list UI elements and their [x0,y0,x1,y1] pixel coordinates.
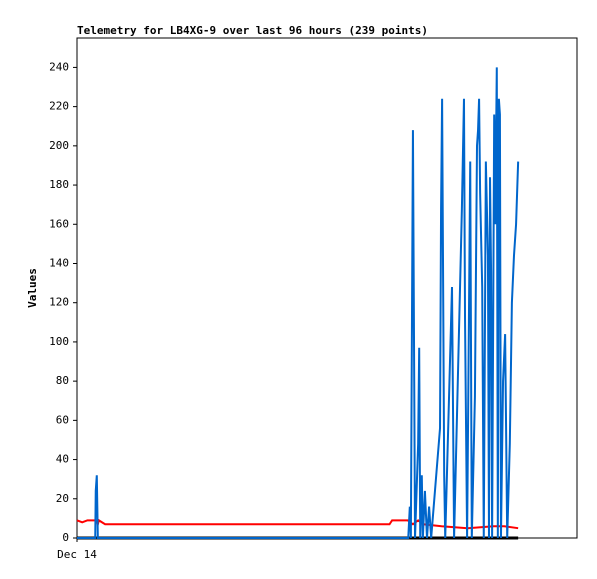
x-tick-label: Dec 14 [57,548,97,561]
y-axis-label: Values [26,268,39,308]
y-tick-label: 160 [49,217,69,230]
y-tick-label: 0 [62,531,69,544]
y-tick-label: 240 [49,60,69,73]
y-tick-label: 20 [56,492,69,505]
chart-title: Telemetry for LB4XG-9 over last 96 hours… [77,24,428,37]
y-tick-label: 80 [56,374,69,387]
series-line [77,67,520,539]
y-tick-label: 40 [56,453,69,466]
y-tick-label: 100 [49,335,69,348]
y-tick-label: 220 [49,100,69,113]
y-tick-label: 60 [56,413,69,426]
y-tick-label: 200 [49,139,69,152]
y-tick-label: 180 [49,178,69,191]
y-tick-label: 120 [49,296,69,309]
y-tick-label: 140 [49,256,69,269]
series-line [76,518,519,530]
